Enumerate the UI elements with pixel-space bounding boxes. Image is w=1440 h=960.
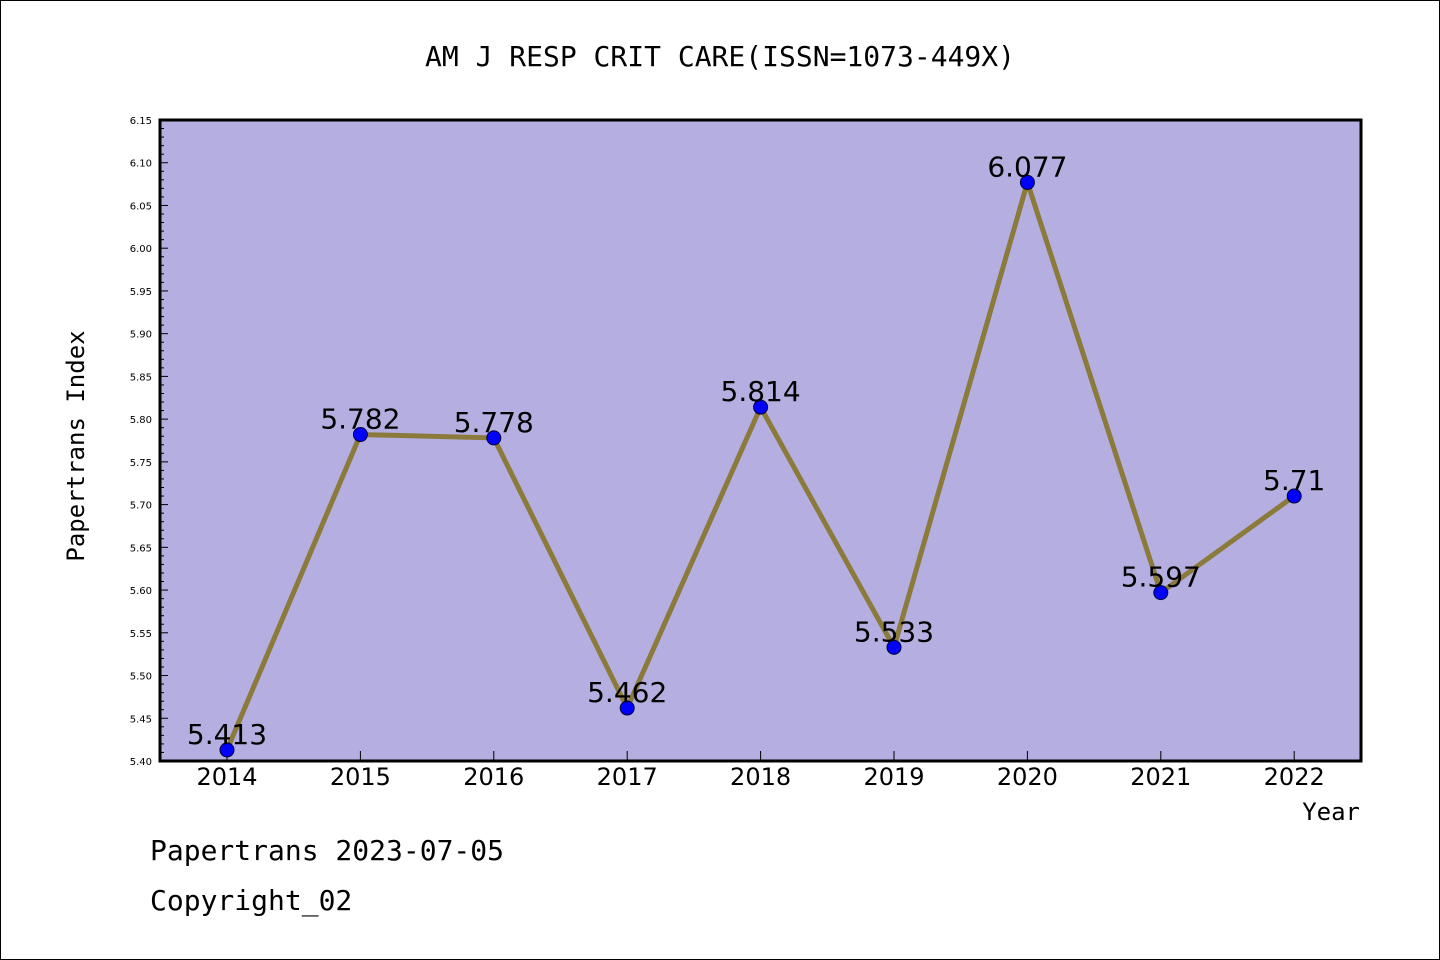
x-tick-label: 2022 — [1264, 763, 1325, 791]
x-tick-label: 2018 — [730, 763, 791, 791]
data-point — [1153, 585, 1169, 601]
data-point — [1286, 488, 1302, 504]
y-tick-label: 6.00 — [130, 244, 152, 255]
x-tick-label: 2017 — [597, 763, 658, 791]
x-tick-label: 2021 — [1130, 763, 1191, 791]
footer-date: Papertrans 2023-07-05 — [150, 834, 505, 867]
y-tick-label: 5.45 — [130, 714, 152, 725]
y-tick-label: 5.65 — [130, 543, 152, 554]
data-label: 5.71 — [1263, 464, 1325, 497]
y-tick-label: 5.85 — [130, 372, 152, 383]
plot-area — [158, 118, 1363, 763]
data-label: 5.533 — [854, 615, 934, 648]
data-label: 5.462 — [587, 676, 667, 709]
data-label: 6.077 — [987, 150, 1067, 183]
data-point — [886, 639, 902, 655]
x-tick-label: 2016 — [463, 763, 524, 791]
data-labels: 5.413 5.782 5.778 5.462 5.814 5.533 6.077 5.597… — [187, 150, 1325, 750]
y-axis-label: Papertrans Index — [62, 330, 90, 561]
data-point — [1019, 174, 1035, 190]
y-tick-label: 6.10 — [130, 159, 152, 170]
data-label: 5.782 — [320, 403, 400, 436]
x-tick-label: 2014 — [196, 763, 257, 791]
x-axis-label: Year — [1302, 798, 1360, 826]
chart-title: AM J RESP CRIT CARE(ISSN=1073-449X) — [425, 40, 1015, 73]
data-label: 5.413 — [187, 718, 267, 751]
data-label: 5.597 — [1121, 561, 1201, 594]
y-tick-label: 5.90 — [130, 330, 152, 341]
data-points — [219, 174, 1302, 758]
y-tick-label: 6.15 — [130, 116, 152, 127]
data-label: 5.814 — [721, 375, 801, 408]
y-axis: 5.40 5.45 5.50 5.55 5.60 5.65 5.70 5.75 5.80 5.85… — [130, 116, 168, 768]
y-tick-label: 5.80 — [130, 415, 152, 426]
x-tick-label: 2020 — [997, 763, 1058, 791]
y-tick-label: 5.50 — [130, 672, 152, 683]
data-label: 5.778 — [454, 406, 534, 439]
data-point — [352, 427, 368, 443]
y-tick-label: 5.75 — [130, 458, 152, 469]
x-axis: 2014 2015 2016 2017 2018 2019 2020 2021 2022 — [196, 751, 1325, 791]
y-tick-label: 5.70 — [130, 501, 152, 512]
y-tick-label: 5.95 — [130, 287, 152, 298]
footer-copyright: Copyright_02 — [150, 884, 353, 917]
y-tick-label: 6.05 — [130, 201, 152, 212]
data-point — [219, 742, 235, 758]
x-tick-label: 2019 — [863, 763, 924, 791]
data-point — [486, 430, 502, 446]
x-tick-label: 2015 — [330, 763, 391, 791]
y-tick-label: 5.55 — [130, 629, 152, 640]
data-point — [619, 700, 635, 716]
y-tick-label: 5.40 — [130, 757, 152, 768]
y-tick-label: 5.60 — [130, 586, 152, 597]
data-point — [753, 399, 769, 415]
